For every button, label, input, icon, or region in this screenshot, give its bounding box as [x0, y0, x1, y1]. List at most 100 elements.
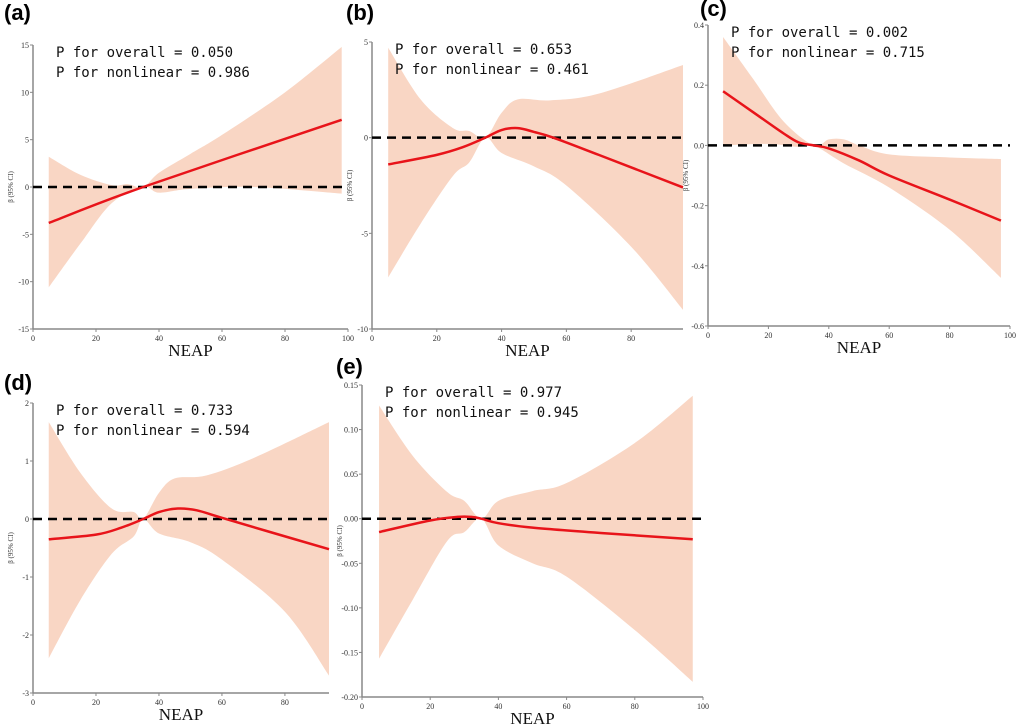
ci-band [388, 47, 683, 310]
x-tick-label: 100 [697, 702, 709, 711]
y-tick-label: 0.00 [344, 515, 358, 524]
y-axis-label: β (95% CI) [7, 171, 15, 203]
panel-c: 0 20 40 60 80 100 -0.6 -0.4 -0.2 0.0 0.2 0.4 NEAP β (… [682, 0, 1016, 357]
x-tick-label: 100 [342, 334, 354, 343]
x-tick-label: 80 [627, 334, 635, 343]
y-tick-label: -1 [22, 573, 29, 582]
y-axis-label: β (95% CI) [682, 159, 690, 191]
x-axis-label: NEAP [837, 338, 881, 357]
x-tick-label: 80 [631, 702, 639, 711]
fit-line [48, 118, 343, 225]
y-tick-label: 5 [364, 38, 368, 47]
panel-b: 0 20 40 60 80 -10 -5 0 5 NEAP β (95% CI) P for over… [346, 0, 684, 360]
y-tick-label: 0 [364, 134, 368, 143]
panel-e: 0 20 40 60 80 100 -0.20 -0.15 -0.10 -0.05 0.00 0.05… [336, 354, 709, 724]
y-tick-label: 0.0 [694, 141, 704, 150]
ci-band [48, 422, 329, 676]
y-tick-label: -5 [22, 230, 29, 239]
x-tick-label: 60 [218, 698, 226, 707]
p-value-annotation: P for overall = 0.733 [56, 403, 233, 419]
y-tick-label: -0.10 [341, 604, 358, 613]
y-axis-label: β (95% CI) [346, 169, 354, 201]
y-tick-label: -0.15 [341, 648, 358, 657]
p-value-annotation: P for nonlinear = 0.594 [56, 423, 250, 439]
p-value-annotation: P for nonlinear = 0.715 [731, 45, 925, 61]
p-value-annotation: P for overall = 0.002 [731, 25, 908, 41]
y-tick-label: 0 [25, 515, 29, 524]
y-tick-label: 5 [25, 136, 29, 145]
fit-line [387, 126, 684, 189]
y-tick-label: -0.6 [691, 322, 704, 331]
x-tick-label: 40 [155, 334, 163, 343]
x-tick-label: 40 [494, 702, 502, 711]
panel-d: 0 20 40 60 80 -3 -2 -1 0 1 2 NEAP β (95% CI) P for ov… [4, 370, 330, 724]
x-tick-label: 60 [885, 331, 893, 340]
y-tick-label: -10 [18, 278, 29, 287]
fit-line [722, 90, 1002, 222]
y-tick-label: 0 [25, 183, 29, 192]
y-tick-label: -2 [22, 631, 29, 640]
x-axis-label: NEAP [505, 341, 549, 360]
x-tick-label: 60 [562, 334, 570, 343]
y-tick-label: 0.10 [344, 426, 358, 435]
x-tick-label: 0 [31, 698, 35, 707]
p-value-annotation: P for overall = 0.653 [395, 42, 572, 58]
p-value-annotation: P for nonlinear = 0.986 [56, 65, 250, 81]
y-tick-label: 1 [25, 457, 29, 466]
p-value-annotation: P for nonlinear = 0.461 [395, 62, 589, 78]
x-tick-label: 0 [370, 334, 374, 343]
y-tick-label: -3 [22, 689, 29, 698]
x-tick-label: 40 [155, 698, 163, 707]
x-tick-label: 80 [281, 334, 289, 343]
y-tick-label: -0.05 [341, 559, 358, 568]
x-tick-label: 20 [764, 331, 772, 340]
x-axis-label: NEAP [168, 341, 212, 360]
panel-label: (a) [4, 0, 31, 25]
x-tick-label: 80 [946, 331, 954, 340]
y-tick-label: -10 [357, 325, 368, 334]
p-value-annotation: P for overall = 0.050 [56, 45, 233, 61]
y-axis-label: β (95% CI) [336, 525, 344, 557]
fit-line [378, 515, 693, 541]
x-tick-label: 60 [563, 702, 571, 711]
fit-line [48, 507, 330, 551]
x-tick-label: 20 [426, 702, 434, 711]
x-tick-label: 40 [825, 331, 833, 340]
x-tick-label: 100 [1004, 331, 1016, 340]
x-tick-label: 0 [31, 334, 35, 343]
ci-band [723, 37, 1001, 278]
y-tick-label: -5 [361, 229, 368, 238]
p-value-annotation: P for nonlinear = 0.945 [385, 405, 579, 421]
y-tick-label: 2 [25, 399, 29, 408]
x-tick-label: 20 [92, 334, 100, 343]
y-tick-label: 0.4 [694, 21, 704, 30]
y-tick-label: -0.20 [341, 693, 358, 702]
x-axis-label: NEAP [510, 709, 554, 724]
p-value-annotation: P for overall = 0.977 [385, 385, 562, 401]
x-tick-label: 40 [498, 334, 506, 343]
ci-band [48, 46, 342, 288]
x-tick-label: 20 [433, 334, 441, 343]
x-tick-label: 80 [281, 698, 289, 707]
y-tick-label: 10 [21, 88, 29, 97]
ci-band [379, 395, 693, 682]
panel-label: (e) [336, 354, 363, 379]
y-axis-label: β (95% CI) [7, 532, 15, 564]
x-tick-label: 0 [706, 331, 710, 340]
x-axis-label: NEAP [159, 705, 203, 724]
y-tick-label: -0.4 [691, 262, 704, 271]
x-tick-label: 60 [218, 334, 226, 343]
y-tick-label: 0.15 [344, 381, 358, 390]
y-tick-label: 15 [21, 41, 29, 50]
panel-a: 0 20 40 60 80 100 -15 -10 -5 0 5 10 15 NEAP β (95% CI)… [4, 0, 354, 360]
panel-label: (c) [700, 0, 727, 21]
panel-label: (b) [346, 0, 374, 25]
y-tick-label: 0.05 [344, 470, 358, 479]
x-tick-label: 20 [92, 698, 100, 707]
y-tick-label: -15 [18, 325, 29, 334]
panel-label: (d) [4, 370, 32, 395]
y-tick-label: 0.2 [694, 81, 704, 90]
x-tick-label: 0 [360, 702, 364, 711]
y-tick-label: -0.2 [691, 202, 704, 211]
